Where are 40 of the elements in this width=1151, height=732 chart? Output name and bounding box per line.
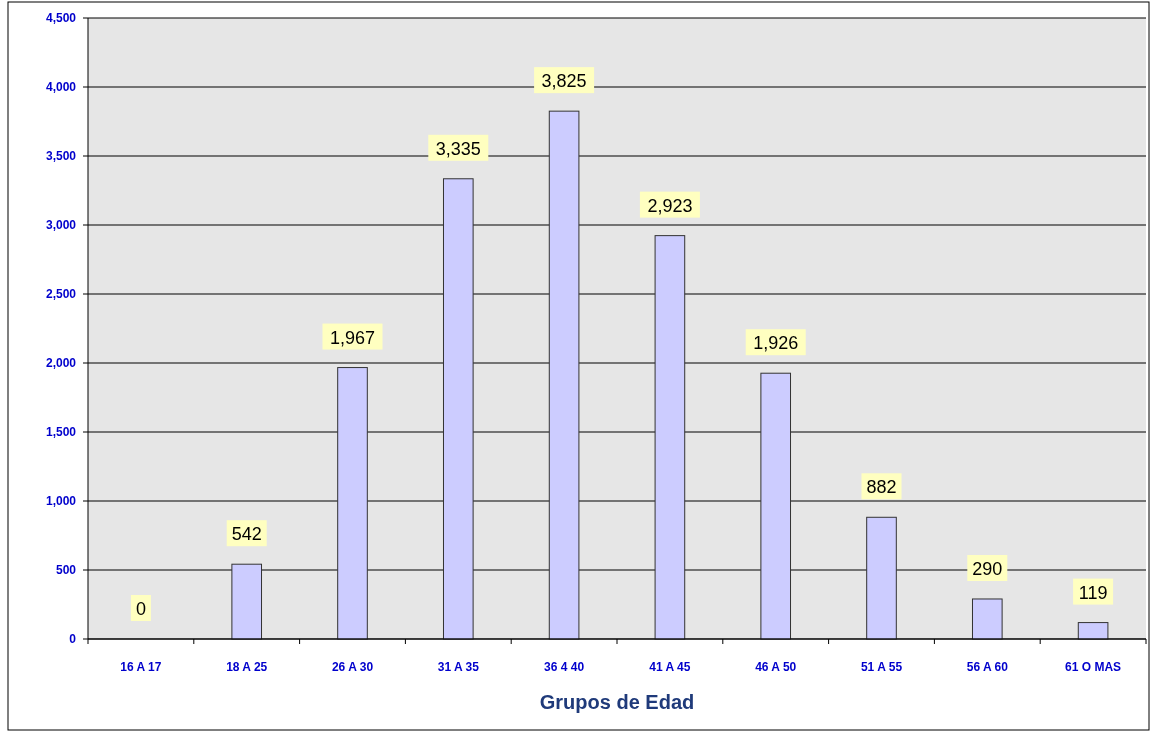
data-label: 882 <box>866 477 897 498</box>
x-tick-label: 41 A 45 <box>649 660 691 674</box>
bar <box>548 110 580 640</box>
data-label: 1,926 <box>753 333 799 354</box>
bar <box>1077 622 1109 640</box>
x-tick-label: 26 A 30 <box>331 660 374 674</box>
x-tick-label: 36 4 40 <box>544 660 585 674</box>
bar <box>337 367 368 640</box>
x-tick-label: 18 A 25 <box>226 660 268 674</box>
x-tick-label: 61 O MAS <box>1065 660 1122 674</box>
y-tick-label: 3,000 <box>45 218 77 232</box>
x-tick-label: 31 A 35 <box>437 660 480 674</box>
data-label: 542 <box>231 524 262 545</box>
y-tick-label: 0 <box>69 632 77 646</box>
data-label: 0 <box>135 599 146 619</box>
x-tick-label: 51 A 55 <box>860 660 903 674</box>
data-label: 3,335 <box>435 138 481 159</box>
y-tick-label: 500 <box>55 563 77 577</box>
bar <box>231 563 263 640</box>
bar <box>760 372 792 640</box>
data-label: 3,825 <box>541 71 587 92</box>
y-tick-label: 4,500 <box>45 11 77 25</box>
x-tick-label: 56 A 60 <box>966 660 1009 674</box>
y-tick-label: 1,000 <box>45 494 77 508</box>
y-tick-label: 3,500 <box>45 149 77 163</box>
bar <box>654 235 686 640</box>
y-tick-label: 2,000 <box>45 356 77 370</box>
y-tick-label: 1,500 <box>45 425 77 439</box>
data-label: 119 <box>1078 582 1108 603</box>
data-label: 2,923 <box>647 195 693 216</box>
y-tick-label: 4,000 <box>45 80 77 94</box>
x-axis-title: Grupos de Edad <box>539 691 695 713</box>
data-label: 1,967 <box>329 327 376 348</box>
bar <box>866 516 897 640</box>
data-label: 290 <box>972 558 1003 579</box>
x-tick-label: 46 A 50 <box>755 660 797 674</box>
bar <box>971 598 1003 640</box>
bar <box>442 178 474 640</box>
y-tick-label: 2,500 <box>45 287 77 301</box>
x-tick-label: 16 A 17 <box>120 660 162 674</box>
